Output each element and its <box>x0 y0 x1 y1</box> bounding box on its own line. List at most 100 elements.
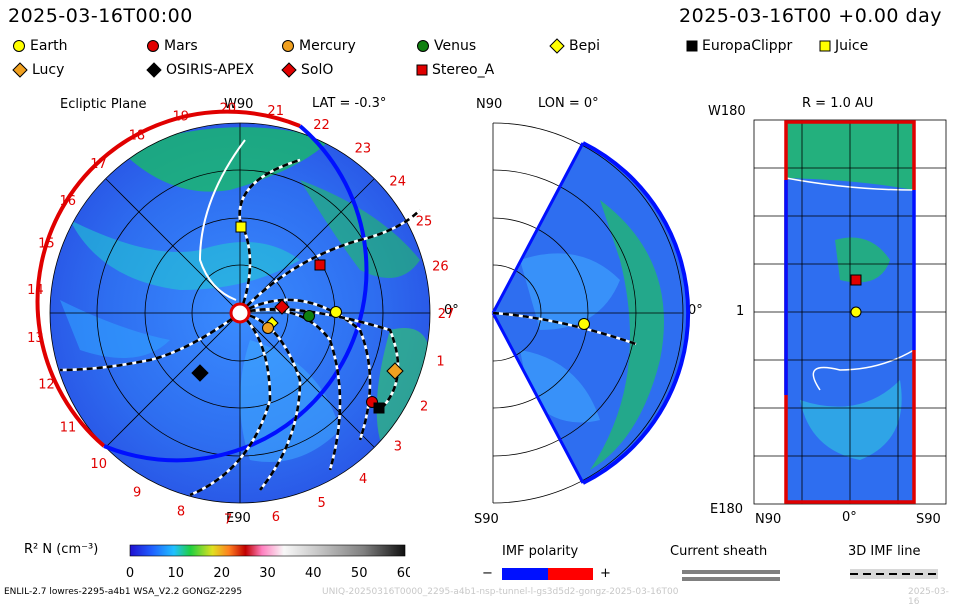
meridional-earth-marker <box>578 318 590 330</box>
carrington-number: 20 <box>220 101 237 116</box>
circle-icon <box>147 40 159 52</box>
carrington-number: 14 <box>27 283 44 298</box>
legend-osiris-apex: OSIRIS-APEX <box>146 62 254 78</box>
sun-icon <box>229 302 251 324</box>
current-sheet-line <box>198 139 246 301</box>
current-sheath-swatch-a <box>682 570 780 574</box>
colorbar-tick-label: 50 <box>351 566 368 579</box>
ecliptic-e90-label: E90 <box>226 511 251 526</box>
meridional-s90-label: S90 <box>474 512 499 527</box>
carrington-number: 6 <box>272 510 280 525</box>
rectmap-mid-label: 1 <box>736 304 745 319</box>
meridional-imf-line <box>492 311 637 346</box>
carrington-number: 1 <box>436 354 444 369</box>
meridional-polarity-blue <box>582 141 691 485</box>
carrington-number: 5 <box>318 496 326 511</box>
carrington-number: 7 <box>224 513 232 528</box>
circle-icon <box>417 40 429 52</box>
carrington-number: 8 <box>177 504 185 519</box>
rectmap-stereo-a-marker <box>850 274 862 286</box>
carrington-number: 23 <box>355 142 372 157</box>
date-footer: 2025-03-16 <box>908 587 949 607</box>
lucy-marker <box>386 362 404 380</box>
rectmap-s90-label: S90 <box>916 512 941 527</box>
legend-earth: Earth <box>12 38 68 54</box>
rectmap-n90-label: N90 <box>755 512 782 527</box>
venus-marker <box>303 310 315 322</box>
legend-europaclipper: EuropaClippr <box>686 38 792 54</box>
model-footer: ENLIL-2.7 lowres-2295-a4b1 WSA_V2.2 GONG… <box>4 587 243 597</box>
carrington-number: 11 <box>60 420 77 435</box>
square-icon <box>686 40 698 52</box>
colorbar-tick-label: 30 <box>259 566 276 579</box>
legend-lucy: Lucy <box>12 62 64 78</box>
imf-minus-label: − <box>482 566 493 581</box>
meridional-n90-label: N90 <box>476 97 503 112</box>
legend-mars: Mars <box>146 38 198 54</box>
diamond-icon <box>146 62 162 78</box>
imf-positive-swatch <box>548 568 593 580</box>
square-icon <box>819 40 831 52</box>
mercury-marker <box>262 322 274 334</box>
earth-marker <box>330 306 342 318</box>
colorbar-label: R² N (cm⁻³) <box>24 542 99 557</box>
solo-marker <box>274 299 290 315</box>
carrington-number: 3 <box>394 439 402 454</box>
legend-venus: Venus <box>416 38 476 54</box>
diamond-icon <box>549 38 565 54</box>
juice-marker <box>235 221 247 233</box>
legend-juice: Juice <box>819 38 868 54</box>
run-footer: UNIQ-20250316T0000_2295-a4b1-nsp-tunnel-… <box>322 587 679 597</box>
carrington-number: 9 <box>133 486 141 501</box>
carrington-number: 27 <box>438 307 455 322</box>
europaclipper-marker <box>373 402 385 414</box>
legend-bepi: Bepi <box>549 38 600 54</box>
carrington-number: 26 <box>432 259 449 274</box>
imf-line-label: 3D IMF line <box>848 544 921 559</box>
carrington-number: 4 <box>359 472 367 487</box>
rectmap-grid <box>753 119 947 505</box>
square-icon <box>416 64 428 76</box>
carrington-number: 10 <box>90 457 107 472</box>
current-sheath-label: Current sheath <box>670 544 768 559</box>
carrington-number: 17 <box>90 157 107 172</box>
carrington-number: 2 <box>420 399 428 414</box>
meridional-0deg-label: 0° <box>688 303 703 318</box>
carrington-number: 24 <box>389 175 406 190</box>
carrington-number: 21 <box>267 104 284 119</box>
diamond-icon <box>12 62 28 78</box>
ecliptic-lat-label: LAT = -0.3° <box>312 96 387 111</box>
rectmap-w180-label: W180 <box>708 104 746 119</box>
stereo-a-marker <box>314 259 326 271</box>
carrington-number: 12 <box>38 378 55 393</box>
carrington-number: 13 <box>27 331 44 346</box>
ecliptic-polarity-red <box>35 109 301 448</box>
date-right: 2025-03-16T00 +0.00 day <box>679 5 942 27</box>
carrington-number: 18 <box>129 129 146 144</box>
diamond-icon <box>281 62 297 78</box>
date-left: 2025-03-16T00:00 <box>8 5 193 27</box>
colorbar-tick-label: 0 <box>126 566 134 579</box>
colorbar-tick-label: 60 <box>397 566 410 579</box>
legend-mercury: Mercury <box>281 38 356 54</box>
carrington-number: 22 <box>313 118 330 133</box>
legend-stereo-a: Stereo_A <box>416 62 494 78</box>
current-sheath-swatch-b <box>682 577 780 581</box>
carrington-number: 25 <box>416 214 433 229</box>
imf-negative-swatch <box>502 568 548 580</box>
colorbar-tick-label: 20 <box>213 566 230 579</box>
rectmap-e180-label: E180 <box>710 502 744 517</box>
ecliptic-0deg-label: 0° <box>444 303 459 318</box>
rectmap-title: R = 1.0 AU <box>802 96 874 111</box>
meridional-lon-label: LON = 0° <box>538 96 599 111</box>
ecliptic-w90-label: W90 <box>224 97 254 112</box>
colorbar-tick-label: 10 <box>168 566 185 579</box>
ecliptic-title: Ecliptic Plane <box>60 97 147 112</box>
carrington-number: 15 <box>38 237 55 252</box>
imf-line-swatch <box>850 569 938 579</box>
circle-icon <box>13 40 25 52</box>
osiris-apex-marker <box>191 364 209 382</box>
